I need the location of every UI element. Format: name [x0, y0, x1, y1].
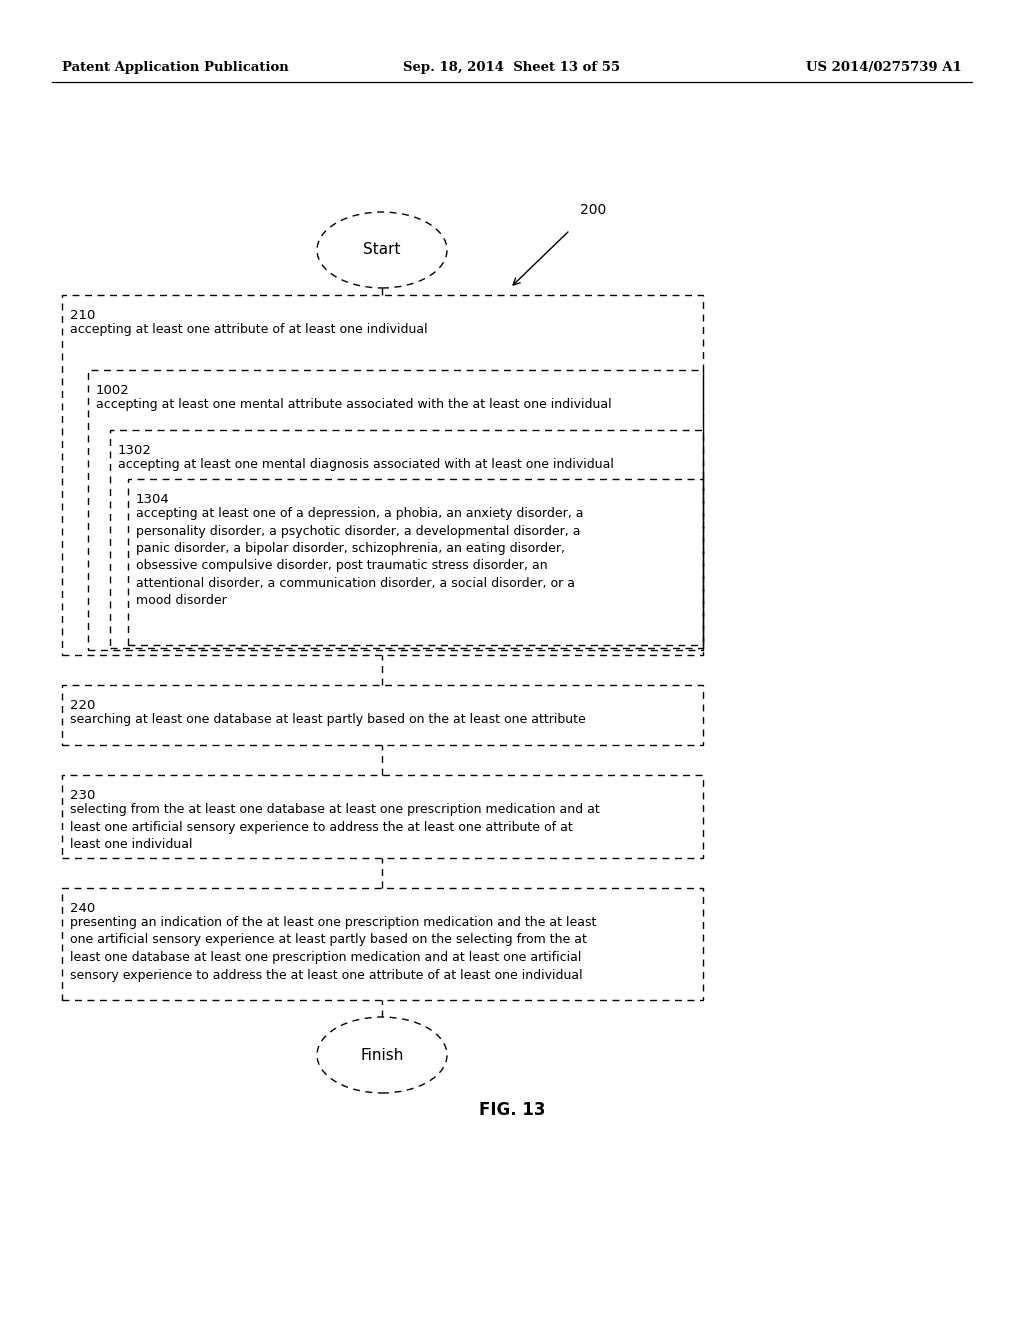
Ellipse shape — [317, 213, 447, 288]
Text: Sep. 18, 2014  Sheet 13 of 55: Sep. 18, 2014 Sheet 13 of 55 — [403, 62, 621, 74]
Bar — [62, 685, 703, 744]
Bar — [62, 775, 703, 858]
Text: FIG. 13: FIG. 13 — [479, 1101, 545, 1119]
Text: accepting at least one mental attribute associated with the at least one individ: accepting at least one mental attribute … — [96, 399, 611, 411]
Text: 200: 200 — [580, 203, 606, 216]
Bar — [62, 888, 703, 1001]
Text: 1304: 1304 — [136, 492, 170, 506]
Bar — [88, 370, 703, 649]
Text: 210: 210 — [70, 309, 95, 322]
Text: 1302: 1302 — [118, 444, 152, 457]
Ellipse shape — [317, 1016, 447, 1093]
Bar — [62, 294, 703, 655]
Text: 220: 220 — [70, 700, 95, 711]
Text: accepting at least one of a depression, a phobia, an anxiety disorder, a
persona: accepting at least one of a depression, … — [136, 507, 584, 607]
Bar — [128, 479, 703, 645]
Text: accepting at least one attribute of at least one individual: accepting at least one attribute of at l… — [70, 323, 428, 337]
Text: 240: 240 — [70, 902, 95, 915]
Text: Start: Start — [364, 243, 400, 257]
Text: US 2014/0275739 A1: US 2014/0275739 A1 — [806, 62, 962, 74]
Bar — [110, 430, 703, 648]
Text: presenting an indication of the at least one prescription medication and the at : presenting an indication of the at least… — [70, 916, 596, 982]
Text: selecting from the at least one database at least one prescription medication an: selecting from the at least one database… — [70, 803, 600, 851]
Text: Patent Application Publication: Patent Application Publication — [62, 62, 289, 74]
Text: Finish: Finish — [360, 1048, 403, 1063]
Text: 230: 230 — [70, 789, 95, 803]
Text: accepting at least one mental diagnosis associated with at least one individual: accepting at least one mental diagnosis … — [118, 458, 613, 471]
Text: searching at least one database at least partly based on the at least one attrib: searching at least one database at least… — [70, 713, 586, 726]
Text: 1002: 1002 — [96, 384, 130, 397]
